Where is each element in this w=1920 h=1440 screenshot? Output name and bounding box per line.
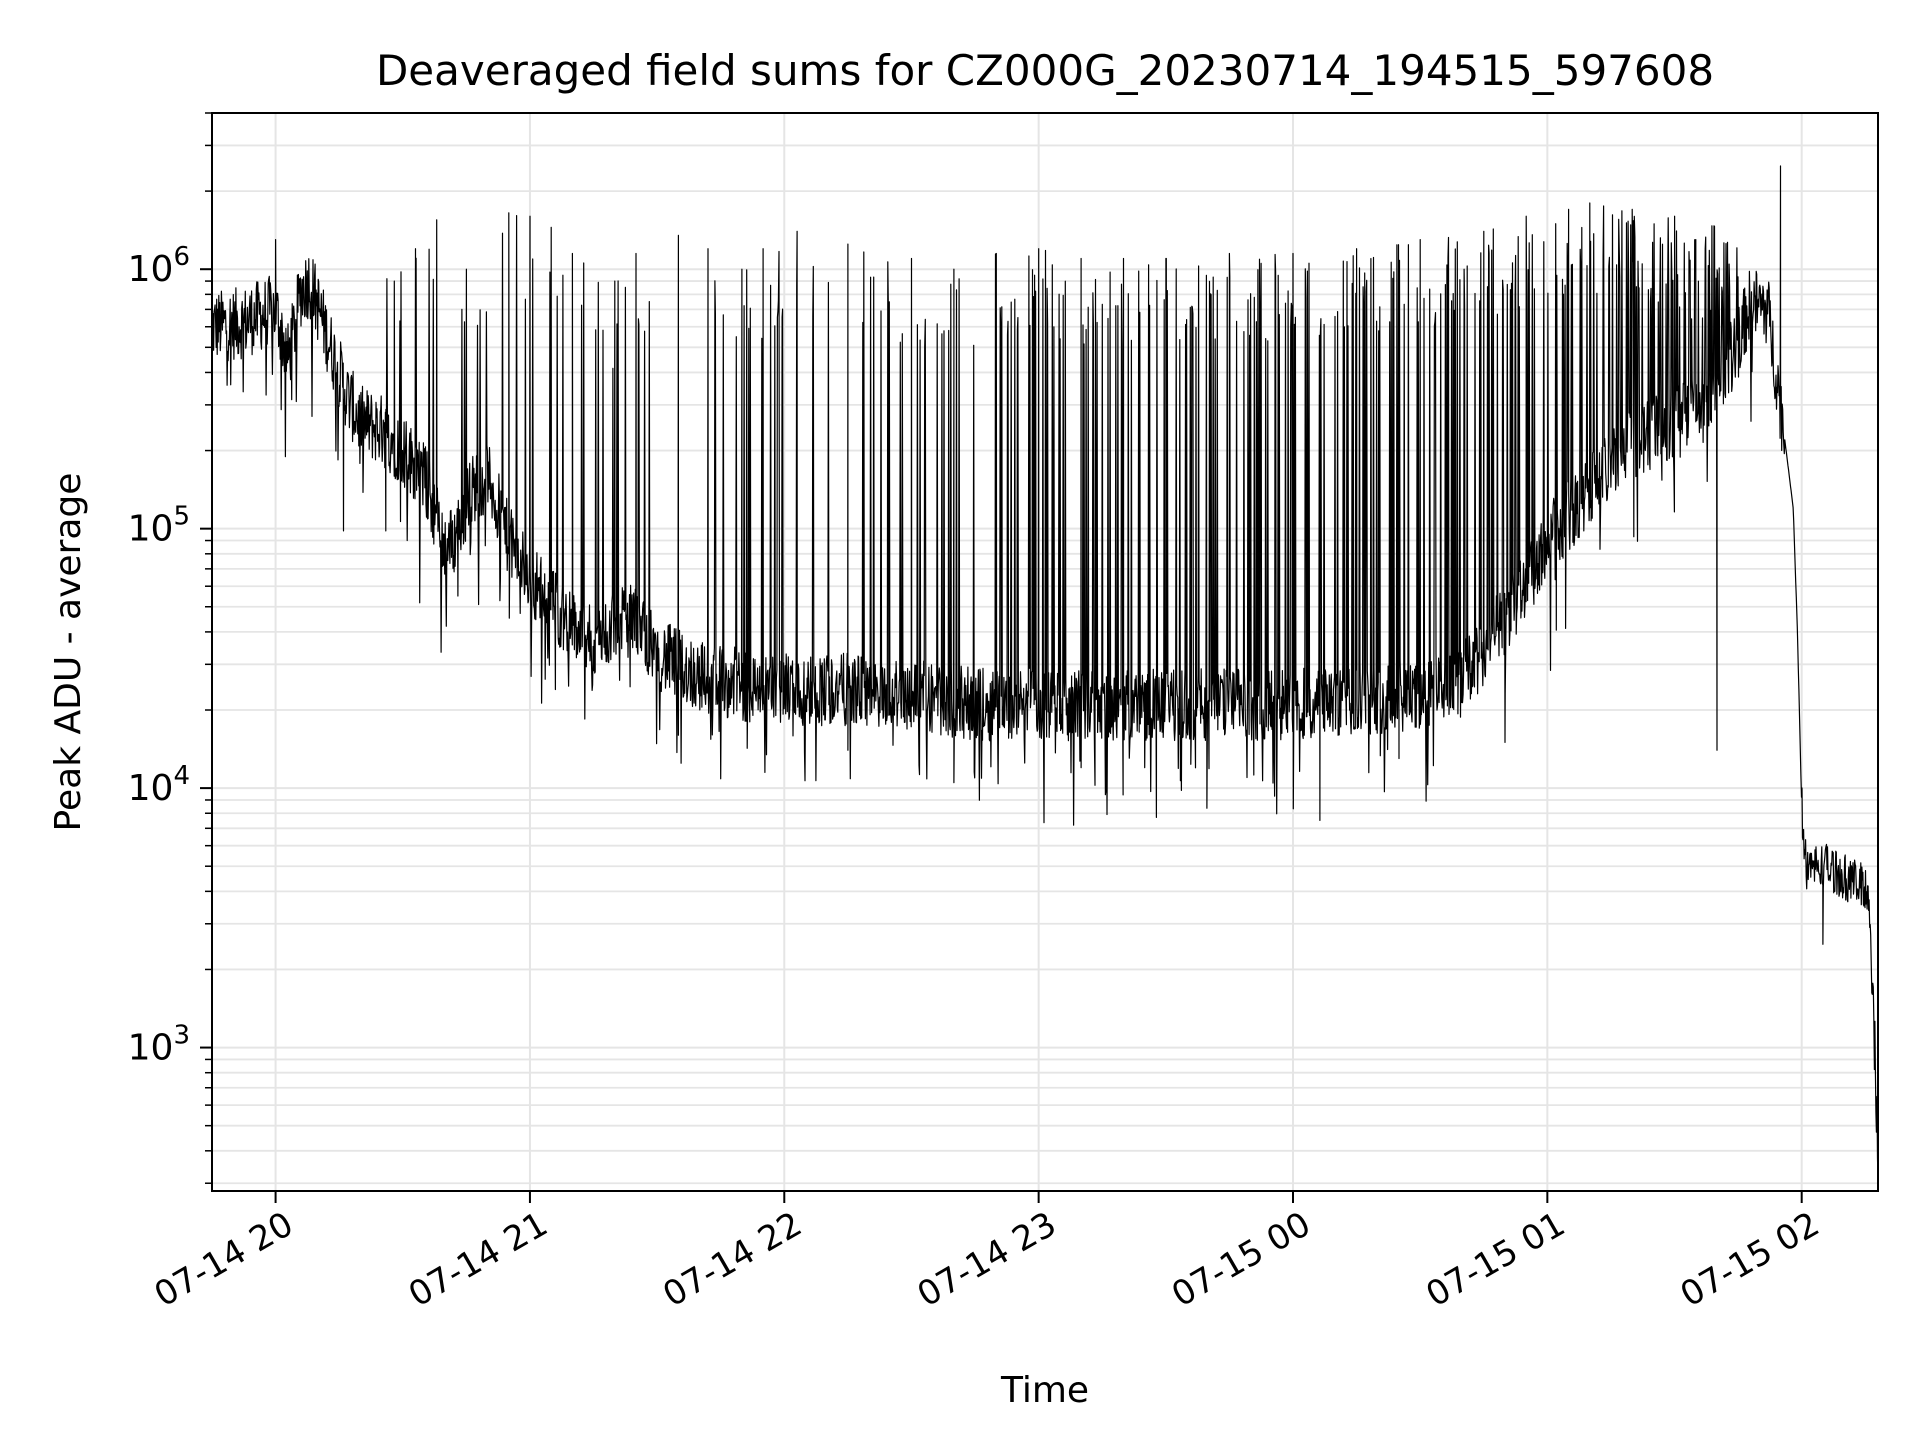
plot-frame bbox=[211, 112, 1879, 1192]
grid bbox=[212, 112, 1878, 1191]
y-axis: 103 104 105 106 bbox=[128, 112, 212, 1184]
y-axis-label: Peak ADU - average bbox=[48, 473, 89, 832]
series-group bbox=[211, 165, 1879, 1181]
y-tick-label: 104 bbox=[128, 761, 190, 809]
chart-title: Deaveraged field sums for CZ000G_2023071… bbox=[376, 46, 1714, 95]
y-tick-label: 105 bbox=[128, 502, 190, 550]
y-tick-label: 106 bbox=[128, 242, 190, 290]
series-line bbox=[211, 165, 1879, 1181]
y-tick-label: 103 bbox=[128, 1021, 190, 1069]
x-axis-label: Time bbox=[1000, 1370, 1089, 1411]
